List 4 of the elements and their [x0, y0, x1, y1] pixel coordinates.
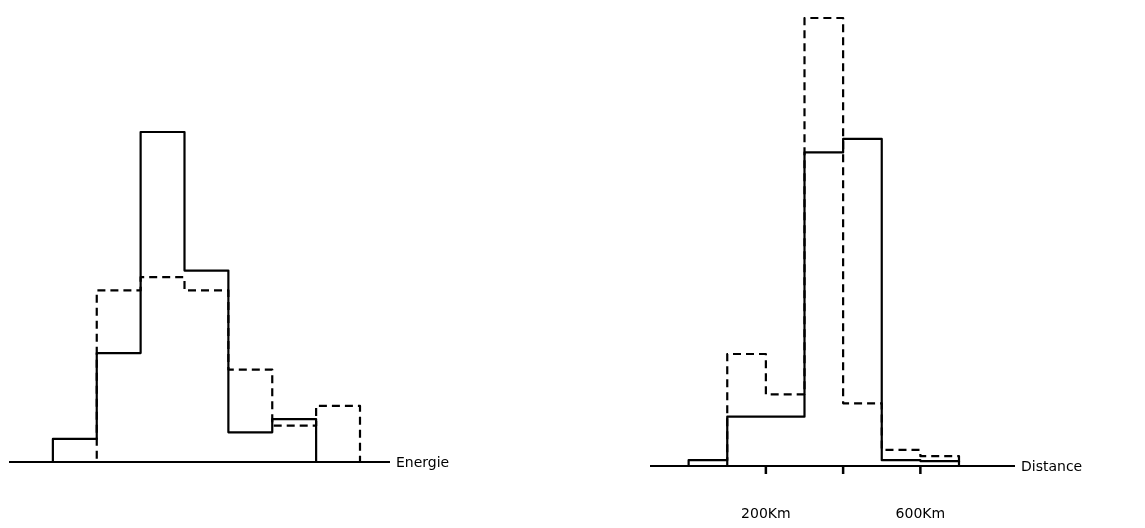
x-tick-label: 200Km [741, 505, 791, 521]
x-axis-title: Energie [396, 454, 450, 470]
x-tick-label: 600Km [895, 505, 946, 521]
x-axis-title: Distance [1021, 458, 1083, 474]
